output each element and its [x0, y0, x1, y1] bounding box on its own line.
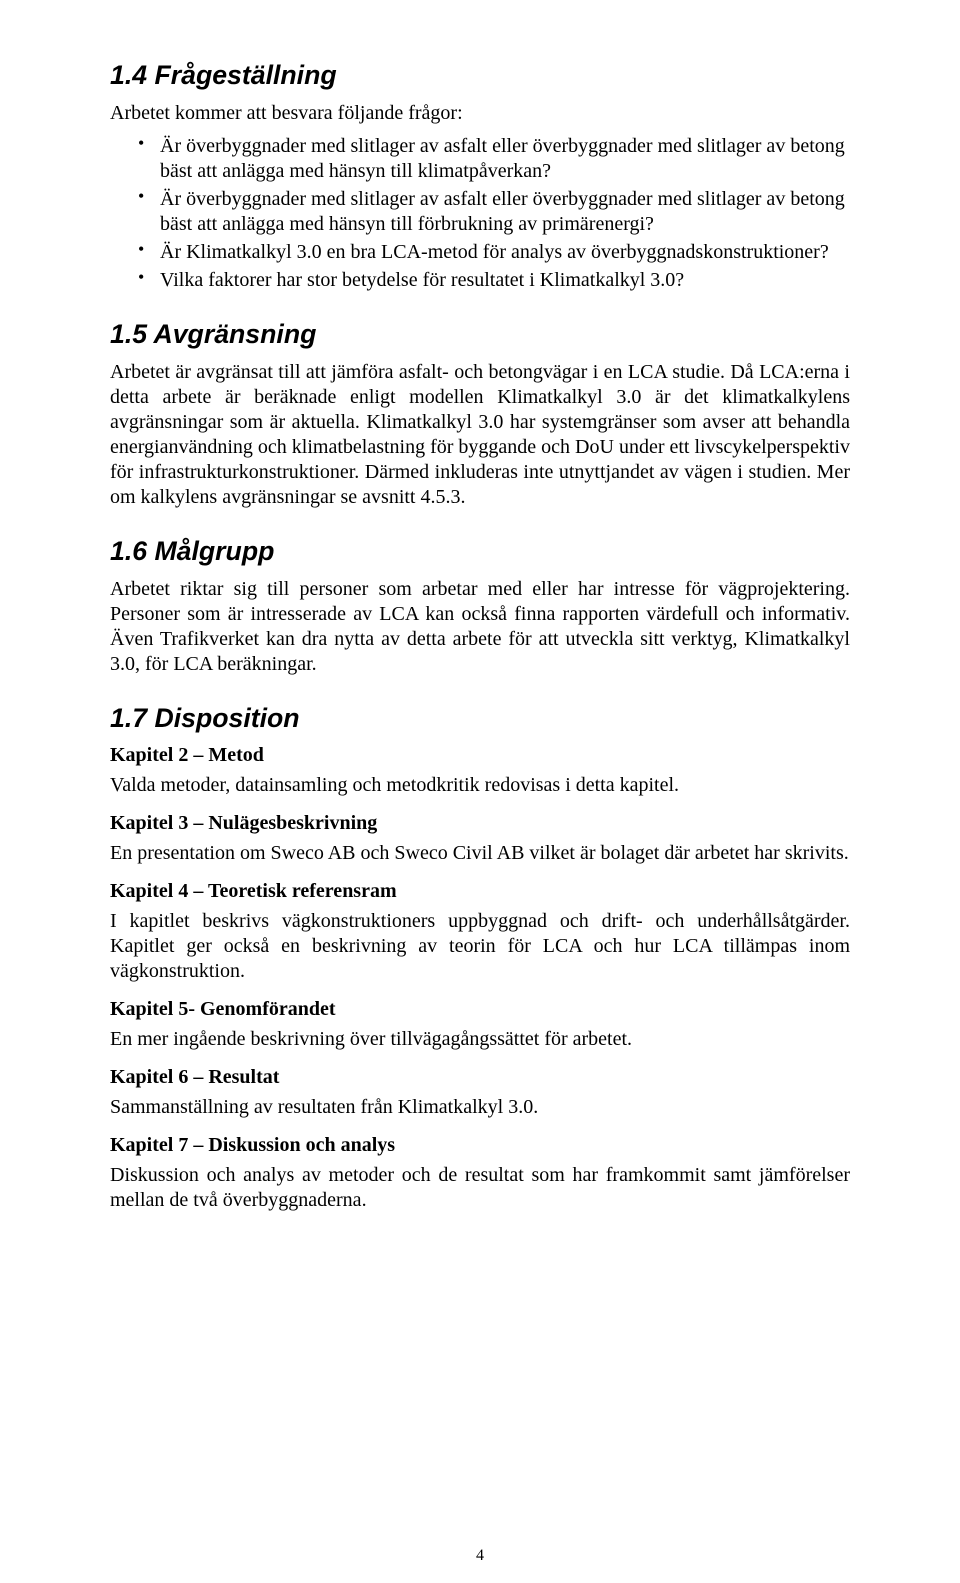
chapter-label: Kapitel 6 – Resultat [110, 1066, 850, 1089]
chapter-text: En presentation om Sweco AB och Sweco Ci… [110, 841, 850, 866]
chapter-label: Kapitel 4 – Teoretisk referensram [110, 880, 850, 903]
chapter-label: Kapitel 5- Genomförandet [110, 998, 850, 1021]
chapter-text: Diskussion och analys av metoder och de … [110, 1163, 850, 1213]
chapter-label: Kapitel 7 – Diskussion och analys [110, 1134, 850, 1157]
chapter-text: En mer ingående beskrivning över tillväg… [110, 1027, 850, 1052]
list-item: Vilka faktorer har stor betydelse för re… [138, 268, 850, 293]
list-item: Är Klimatkalkyl 3.0 en bra LCA-metod för… [138, 240, 850, 265]
chapter-text: I kapitlet beskrivs vägkonstruktioners u… [110, 909, 850, 984]
chapter-text: Sammanställning av resultaten från Klima… [110, 1095, 850, 1120]
heading-1-5: 1.5 Avgränsning [110, 319, 850, 350]
body-1-6: Arbetet riktar sig till personer som arb… [110, 577, 850, 677]
list-item: Är överbyggnader med slitlager av asfalt… [138, 134, 850, 184]
chapter-label: Kapitel 2 – Metod [110, 744, 850, 767]
chapter-text: Valda metoder, datainsamling och metodkr… [110, 773, 850, 798]
bullet-list-1-4: Är överbyggnader med slitlager av asfalt… [110, 134, 850, 293]
heading-1-6: 1.6 Målgrupp [110, 536, 850, 567]
body-1-5: Arbetet är avgränsat till att jämföra as… [110, 360, 850, 510]
list-item: Är överbyggnader med slitlager av asfalt… [138, 187, 850, 237]
intro-1-4: Arbetet kommer att besvara följande fråg… [110, 101, 850, 126]
document-page: 1.4 Frågeställning Arbetet kommer att be… [0, 0, 960, 1583]
heading-1-4: 1.4 Frågeställning [110, 60, 850, 91]
chapter-label: Kapitel 3 – Nulägesbeskrivning [110, 812, 850, 835]
heading-1-7: 1.7 Disposition [110, 703, 850, 734]
page-number: 4 [0, 1547, 960, 1565]
